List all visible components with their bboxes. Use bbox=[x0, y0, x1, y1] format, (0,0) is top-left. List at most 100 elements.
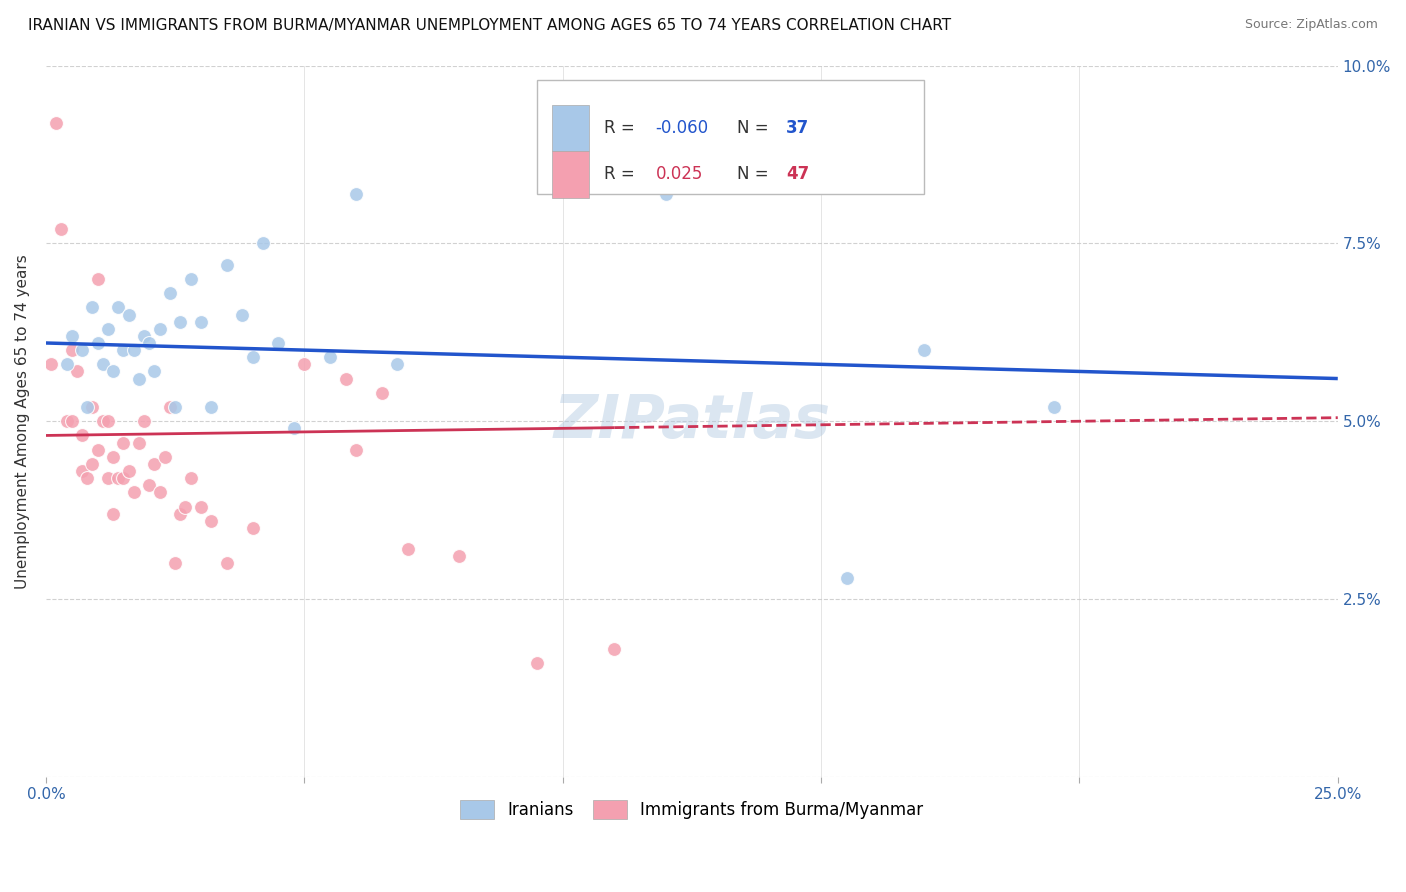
Point bbox=[242, 350, 264, 364]
Point bbox=[190, 500, 212, 514]
Point bbox=[55, 357, 77, 371]
Point bbox=[169, 315, 191, 329]
Point bbox=[97, 322, 120, 336]
Point bbox=[70, 343, 93, 357]
Point bbox=[190, 315, 212, 329]
Point bbox=[215, 557, 238, 571]
Point bbox=[449, 549, 471, 564]
Point bbox=[149, 485, 172, 500]
Point bbox=[134, 329, 156, 343]
Point bbox=[200, 400, 222, 414]
Point bbox=[143, 457, 166, 471]
Point bbox=[200, 514, 222, 528]
Point bbox=[76, 471, 98, 485]
Text: ZIPatlas: ZIPatlas bbox=[554, 392, 831, 450]
Point bbox=[76, 400, 98, 414]
Point bbox=[655, 186, 678, 201]
Y-axis label: Unemployment Among Ages 65 to 74 years: Unemployment Among Ages 65 to 74 years bbox=[15, 254, 30, 589]
Point bbox=[91, 414, 114, 428]
Point bbox=[60, 343, 83, 357]
Point bbox=[387, 357, 409, 371]
Text: 37: 37 bbox=[786, 120, 810, 137]
Point bbox=[70, 464, 93, 478]
Legend: Iranians, Immigrants from Burma/Myanmar: Iranians, Immigrants from Burma/Myanmar bbox=[454, 793, 929, 825]
Point bbox=[82, 457, 104, 471]
Point bbox=[153, 450, 176, 464]
Point bbox=[134, 414, 156, 428]
Point bbox=[344, 186, 367, 201]
Text: 47: 47 bbox=[786, 165, 810, 184]
Point bbox=[215, 258, 238, 272]
Point bbox=[165, 400, 187, 414]
Point bbox=[51, 222, 73, 236]
FancyBboxPatch shape bbox=[553, 105, 589, 152]
Point bbox=[396, 542, 419, 557]
Point bbox=[180, 272, 202, 286]
Point bbox=[86, 336, 108, 351]
Point bbox=[180, 471, 202, 485]
Point bbox=[97, 471, 120, 485]
Point bbox=[97, 414, 120, 428]
Point bbox=[174, 500, 197, 514]
Point bbox=[526, 656, 548, 670]
Point bbox=[159, 400, 181, 414]
Point bbox=[101, 364, 124, 378]
Point bbox=[292, 357, 315, 371]
Point bbox=[39, 357, 62, 371]
Point bbox=[603, 641, 626, 656]
Point bbox=[112, 343, 135, 357]
Point bbox=[82, 301, 104, 315]
Text: R =: R = bbox=[605, 165, 645, 184]
Point bbox=[169, 507, 191, 521]
Point bbox=[159, 286, 181, 301]
Text: N =: N = bbox=[737, 165, 773, 184]
Point bbox=[60, 414, 83, 428]
Text: R =: R = bbox=[605, 120, 640, 137]
Point bbox=[283, 421, 305, 435]
Point bbox=[165, 557, 187, 571]
Point bbox=[335, 371, 357, 385]
Point bbox=[149, 322, 172, 336]
Point bbox=[319, 350, 342, 364]
Point bbox=[371, 385, 394, 400]
Point bbox=[70, 428, 93, 442]
Point bbox=[267, 336, 290, 351]
Point bbox=[138, 336, 160, 351]
Point bbox=[107, 471, 129, 485]
Point bbox=[231, 308, 253, 322]
Point bbox=[55, 414, 77, 428]
FancyBboxPatch shape bbox=[553, 152, 589, 197]
Point bbox=[107, 301, 129, 315]
Point bbox=[344, 442, 367, 457]
Point bbox=[122, 343, 145, 357]
Point bbox=[112, 471, 135, 485]
Text: -0.060: -0.060 bbox=[655, 120, 709, 137]
Point bbox=[143, 364, 166, 378]
Text: N =: N = bbox=[737, 120, 773, 137]
Point bbox=[1042, 400, 1064, 414]
Point bbox=[112, 435, 135, 450]
Point bbox=[45, 115, 67, 129]
Point bbox=[138, 478, 160, 492]
Point bbox=[242, 521, 264, 535]
Text: IRANIAN VS IMMIGRANTS FROM BURMA/MYANMAR UNEMPLOYMENT AMONG AGES 65 TO 74 YEARS : IRANIAN VS IMMIGRANTS FROM BURMA/MYANMAR… bbox=[28, 18, 952, 33]
Point bbox=[835, 571, 858, 585]
Point bbox=[128, 435, 150, 450]
Point bbox=[117, 464, 139, 478]
Point bbox=[91, 357, 114, 371]
Text: 0.025: 0.025 bbox=[655, 165, 703, 184]
Point bbox=[86, 442, 108, 457]
Point bbox=[60, 329, 83, 343]
Text: Source: ZipAtlas.com: Source: ZipAtlas.com bbox=[1244, 18, 1378, 31]
Point bbox=[82, 400, 104, 414]
Point bbox=[122, 485, 145, 500]
Point bbox=[86, 272, 108, 286]
Point bbox=[66, 364, 89, 378]
Point bbox=[252, 236, 274, 251]
Point bbox=[912, 343, 935, 357]
Point bbox=[117, 308, 139, 322]
Point bbox=[101, 507, 124, 521]
Point bbox=[128, 371, 150, 385]
Point bbox=[101, 450, 124, 464]
FancyBboxPatch shape bbox=[537, 79, 924, 194]
